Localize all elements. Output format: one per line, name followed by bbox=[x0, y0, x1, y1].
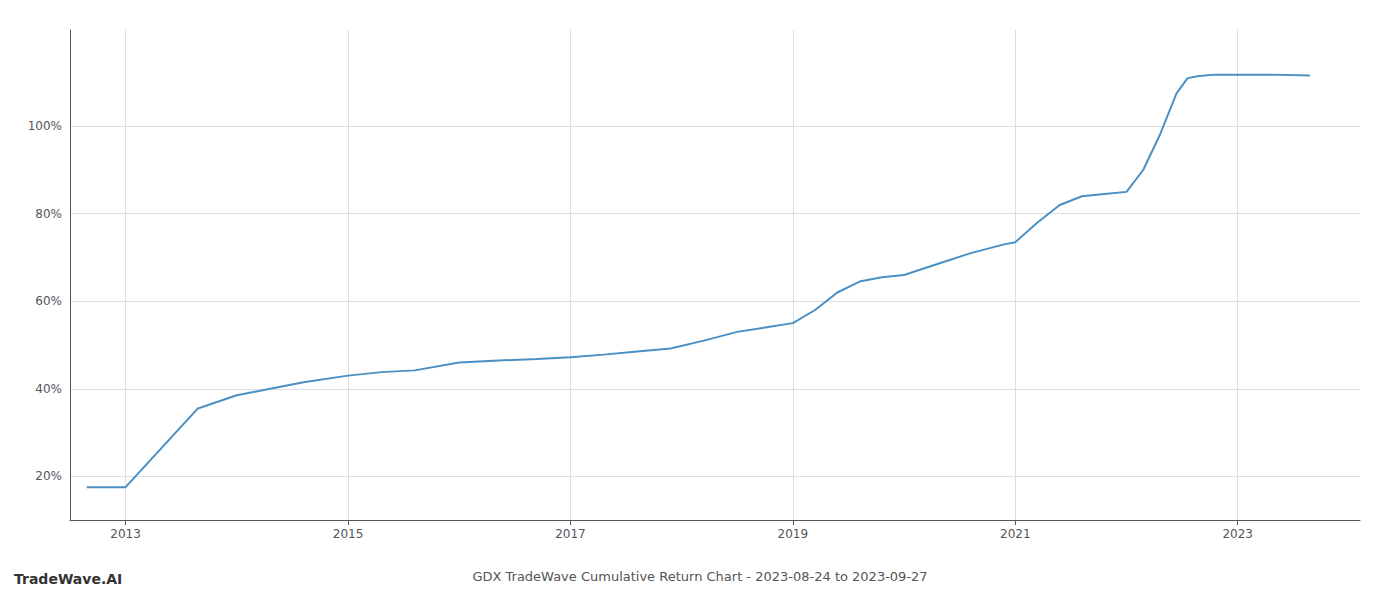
svg-text:GDX TradeWave Cumulative Retur: GDX TradeWave Cumulative Return Chart - … bbox=[472, 569, 927, 584]
svg-text:2013: 2013 bbox=[110, 527, 141, 541]
svg-text:2017: 2017 bbox=[555, 527, 586, 541]
svg-text:60%: 60% bbox=[35, 294, 62, 308]
svg-text:2015: 2015 bbox=[333, 527, 364, 541]
svg-text:80%: 80% bbox=[35, 207, 62, 221]
svg-text:20%: 20% bbox=[35, 469, 62, 483]
svg-text:2019: 2019 bbox=[778, 527, 809, 541]
svg-text:2021: 2021 bbox=[1000, 527, 1031, 541]
svg-text:40%: 40% bbox=[35, 382, 62, 396]
svg-text:100%: 100% bbox=[28, 119, 62, 133]
svg-text:TradeWave.AI: TradeWave.AI bbox=[14, 571, 122, 587]
svg-text:2023: 2023 bbox=[1222, 527, 1253, 541]
